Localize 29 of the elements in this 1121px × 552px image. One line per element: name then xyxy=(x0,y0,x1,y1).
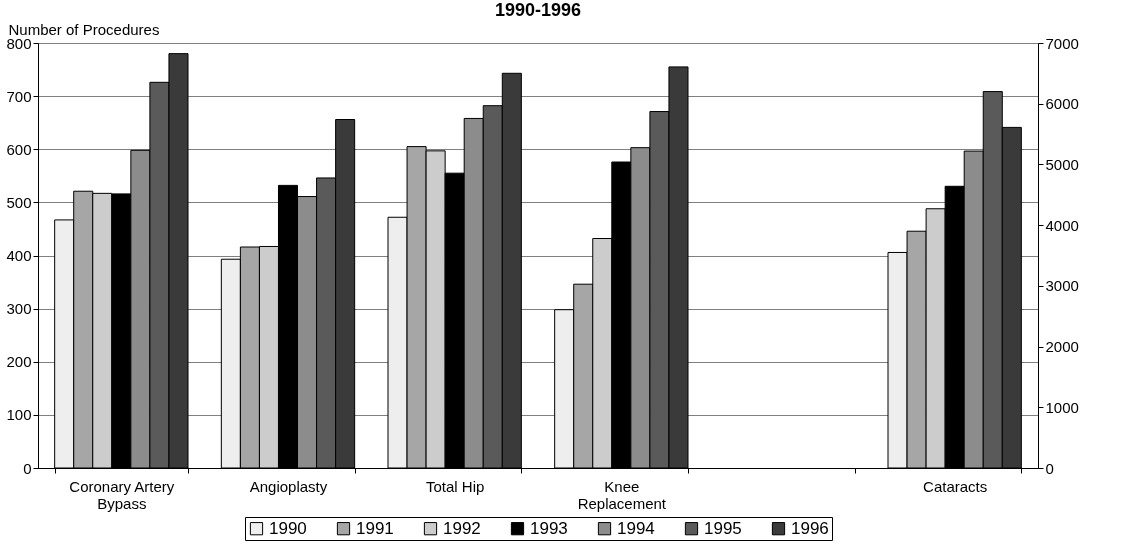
x-tick-label: Angioplasty xyxy=(249,477,328,495)
y2-tick-label: 6000 xyxy=(1045,95,1079,113)
legend-label: 1993 xyxy=(530,518,568,538)
y2-tick-label: 7000 xyxy=(1045,34,1079,52)
legend-label: 1992 xyxy=(443,518,481,538)
legend-label: 1996 xyxy=(791,518,829,538)
y-tick-label: 400 xyxy=(6,247,32,264)
y-tick-label: 100 xyxy=(6,406,32,424)
y2-tick-label: 5000 xyxy=(1045,155,1079,173)
x-tick-label: Total Hip xyxy=(425,477,485,495)
y-tick-label: 200 xyxy=(6,353,32,371)
y-tick-label: 500 xyxy=(6,193,32,211)
y2-tick-label: 0 xyxy=(1045,459,1054,477)
y-tick-label: 600 xyxy=(6,140,32,158)
x-tick-label: Knee Replacement xyxy=(577,477,667,512)
y-tick-label: 700 xyxy=(6,87,32,105)
y2-tick-label: 1000 xyxy=(1045,398,1079,416)
y2-tick-label: 3000 xyxy=(1045,277,1079,295)
chart-title: 1990-1996 xyxy=(494,0,582,20)
legend-label: 1990 xyxy=(269,518,307,538)
x-tick-label: Cataracts xyxy=(923,477,988,495)
y2-tick-label: 4000 xyxy=(1045,216,1079,234)
legend-label: 1994 xyxy=(617,518,655,538)
y-tick-label: 300 xyxy=(6,300,32,318)
x-tick-label: Coronary Artery Bypass xyxy=(69,477,175,512)
y-tick-label: 0 xyxy=(23,459,32,477)
legend-label: 1991 xyxy=(356,518,394,538)
legend-label: 1995 xyxy=(704,518,742,538)
y2-tick-label: 2000 xyxy=(1045,338,1079,356)
